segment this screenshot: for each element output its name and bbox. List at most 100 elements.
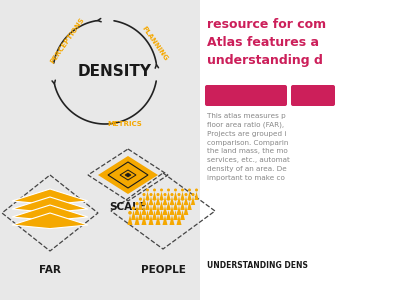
Circle shape: [167, 188, 170, 191]
Circle shape: [146, 206, 149, 210]
Circle shape: [153, 188, 156, 191]
Polygon shape: [142, 196, 146, 205]
Circle shape: [139, 197, 142, 201]
Circle shape: [128, 211, 132, 214]
Text: PERCEPTIONS: PERCEPTIONS: [49, 16, 85, 64]
Polygon shape: [120, 170, 136, 180]
Polygon shape: [191, 196, 195, 205]
Polygon shape: [131, 210, 136, 220]
Circle shape: [170, 193, 174, 196]
Text: resource for com
Atlas features a
understanding d: resource for com Atlas features a unders…: [207, 18, 326, 67]
Circle shape: [188, 197, 191, 201]
Polygon shape: [145, 201, 150, 210]
Polygon shape: [12, 189, 88, 205]
Polygon shape: [138, 210, 143, 220]
Circle shape: [139, 206, 142, 210]
Text: PLANNING: PLANNING: [141, 26, 169, 62]
Circle shape: [181, 206, 184, 210]
Circle shape: [156, 211, 160, 214]
Polygon shape: [159, 201, 164, 210]
Circle shape: [188, 188, 191, 191]
Circle shape: [167, 206, 170, 210]
Polygon shape: [145, 210, 150, 220]
Circle shape: [135, 211, 139, 214]
Circle shape: [149, 202, 153, 206]
Polygon shape: [166, 210, 171, 220]
Circle shape: [135, 202, 139, 206]
Polygon shape: [125, 173, 131, 177]
Circle shape: [146, 197, 149, 201]
Circle shape: [146, 188, 149, 191]
Polygon shape: [149, 196, 153, 205]
Polygon shape: [166, 201, 171, 210]
Polygon shape: [177, 196, 181, 205]
Circle shape: [184, 193, 188, 196]
Circle shape: [192, 193, 194, 196]
Circle shape: [174, 188, 177, 191]
Polygon shape: [188, 192, 192, 200]
Polygon shape: [176, 215, 182, 225]
Polygon shape: [162, 215, 168, 225]
Circle shape: [163, 202, 167, 206]
Text: This atlas measures p
floor area ratio (FAR),
Projects are grouped i
comparison.: This atlas measures p floor area ratio (…: [207, 113, 290, 181]
Circle shape: [132, 206, 135, 210]
Circle shape: [150, 193, 152, 196]
Circle shape: [156, 202, 160, 206]
Polygon shape: [152, 201, 157, 210]
Text: SCALE: SCALE: [110, 202, 146, 212]
Polygon shape: [174, 192, 178, 200]
Circle shape: [142, 211, 146, 214]
Polygon shape: [156, 215, 160, 225]
Text: PERCEPTIONS: PERCEPTIONS: [223, 93, 269, 98]
Polygon shape: [180, 210, 185, 220]
Polygon shape: [187, 201, 192, 210]
Polygon shape: [146, 192, 150, 200]
Circle shape: [153, 197, 156, 201]
Polygon shape: [12, 197, 88, 213]
Circle shape: [156, 193, 160, 196]
Circle shape: [170, 211, 174, 214]
Text: METRICS: METRICS: [108, 121, 142, 127]
Polygon shape: [194, 192, 198, 200]
Polygon shape: [170, 196, 174, 205]
Text: DENSITY: DENSITY: [78, 64, 152, 80]
Circle shape: [177, 202, 181, 206]
Text: UNDERSTANDING DENS: UNDERSTANDING DENS: [207, 261, 308, 270]
Polygon shape: [170, 206, 174, 215]
Circle shape: [149, 211, 153, 214]
Circle shape: [174, 206, 177, 210]
Polygon shape: [149, 206, 153, 215]
Polygon shape: [170, 215, 174, 225]
Polygon shape: [184, 206, 188, 215]
Circle shape: [160, 206, 163, 210]
Polygon shape: [128, 215, 132, 225]
Circle shape: [177, 211, 181, 214]
Circle shape: [181, 188, 184, 191]
Polygon shape: [177, 206, 181, 215]
Circle shape: [153, 206, 156, 210]
Polygon shape: [163, 206, 167, 215]
FancyBboxPatch shape: [205, 85, 287, 106]
Circle shape: [195, 188, 198, 191]
Polygon shape: [152, 192, 156, 200]
Polygon shape: [135, 206, 139, 215]
Polygon shape: [180, 201, 185, 210]
Circle shape: [174, 197, 177, 201]
Polygon shape: [160, 192, 164, 200]
Circle shape: [167, 197, 170, 201]
Polygon shape: [173, 201, 178, 210]
Bar: [200, 0, 400, 300]
Polygon shape: [180, 192, 184, 200]
Circle shape: [142, 202, 146, 206]
Polygon shape: [156, 196, 160, 205]
FancyBboxPatch shape: [291, 85, 335, 106]
Polygon shape: [159, 210, 164, 220]
Circle shape: [160, 188, 163, 191]
Text: FAR: FAR: [39, 265, 61, 275]
Polygon shape: [166, 192, 170, 200]
Polygon shape: [152, 210, 157, 220]
Polygon shape: [108, 162, 148, 188]
Circle shape: [142, 193, 146, 196]
Text: PEOPLE: PEOPLE: [140, 265, 186, 275]
Circle shape: [184, 202, 188, 206]
